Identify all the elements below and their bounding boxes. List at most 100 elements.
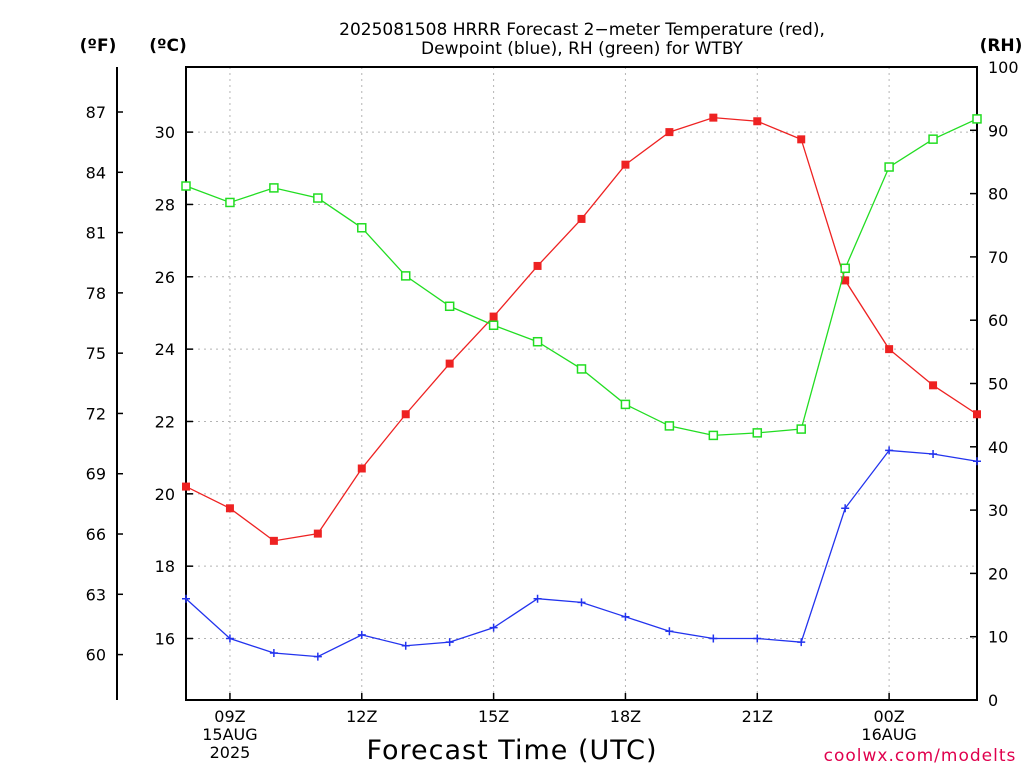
rh-point (576, 364, 587, 374)
temperature-point (709, 113, 718, 122)
dewpoint-point (973, 457, 981, 466)
credit-link[interactable]: coolwx.com/modelts (824, 746, 1017, 766)
celsius-tick-label: 18 (155, 557, 175, 576)
dewpoint-point (929, 450, 938, 459)
rh-point (664, 421, 675, 431)
temperature-line (185, 116, 978, 542)
celsius-tick-label: 22 (155, 412, 175, 431)
rh-point (884, 162, 894, 172)
fahrenheit-tick-label: 84 (86, 163, 106, 182)
x-tick-label: 16AUG (861, 725, 916, 744)
dewpoint-point (489, 623, 498, 632)
temperature-point (797, 135, 806, 144)
fahrenheit-tick-label: 60 (86, 646, 106, 665)
fahrenheit-tick-label: 72 (86, 404, 106, 423)
celsius-tick-label: 28 (155, 195, 175, 214)
dewpoint-point (533, 594, 542, 603)
rh-point (400, 271, 411, 281)
rh-point (928, 134, 938, 144)
rh-point (357, 223, 367, 233)
celsius-tick-label: 24 (155, 340, 175, 359)
rh-tick-label: 60 (988, 311, 1008, 330)
dewpoint-point (841, 504, 850, 513)
rh-tick-label: 20 (988, 564, 1008, 583)
dewpoint-point (885, 446, 894, 455)
x-tick-label: 21Z (742, 707, 773, 726)
celsius-tick-label: 20 (155, 485, 175, 504)
fahrenheit-tick-label: 81 (86, 224, 106, 243)
series-rh (181, 114, 982, 441)
dewpoint-point (621, 612, 630, 621)
temperature-point (753, 117, 762, 126)
dewpoint-point (401, 641, 410, 650)
rh-tick-label: 40 (988, 438, 1008, 457)
temperature-point (489, 312, 498, 321)
chart-title-line-1: 2025081508 HRRR Forecast 2−meter Tempera… (339, 20, 825, 40)
series-dewpoint (182, 446, 981, 661)
dewpoint-point (357, 630, 366, 639)
rh-point (181, 181, 191, 191)
dewpoint-point (182, 594, 190, 603)
series-temperature (182, 113, 981, 545)
rh-tick-label: 10 (988, 628, 1008, 647)
dewpoint-point (709, 634, 718, 643)
celsius-unit-label: (ºC) (149, 36, 187, 56)
rh-point (840, 263, 850, 274)
dewpoint-point (269, 648, 278, 657)
x-tick-label: 09Z (214, 707, 245, 726)
fahrenheit-unit-label: (ºF) (80, 36, 117, 56)
rh-point (708, 430, 719, 441)
celsius-tick-label: 26 (155, 268, 175, 287)
temperature-point (313, 529, 322, 538)
rh-point (796, 424, 806, 434)
temperature-point (973, 410, 981, 419)
dewpoint-point (445, 638, 454, 647)
temperature-point (269, 536, 278, 545)
temperature-point (621, 160, 630, 169)
axes (116, 66, 978, 701)
rh-point (972, 114, 982, 124)
temperature-point (182, 482, 190, 491)
dewpoint-point (797, 638, 806, 647)
temperature-point (225, 504, 234, 513)
rh-tick-label: 30 (988, 501, 1008, 520)
rh-point (444, 301, 455, 312)
fahrenheit-tick-label: 75 (86, 344, 106, 363)
fahrenheit-tick-label: 66 (86, 525, 106, 544)
x-tick-label: 2025 (210, 743, 251, 762)
temperature-point (401, 410, 410, 419)
dewpoint-point (753, 634, 762, 643)
dewpoint-point (225, 634, 234, 643)
temperature-point (929, 381, 938, 390)
dewpoint-point (577, 598, 586, 607)
rh-point (532, 336, 543, 347)
x-tick-label: 15Z (478, 707, 509, 726)
celsius-tick-label: 30 (155, 123, 175, 142)
rh-point (269, 183, 279, 193)
rh-point (313, 193, 323, 203)
rh-unit-label: (RH) (980, 36, 1023, 56)
data-series (181, 113, 982, 661)
fahrenheit-tick-label: 69 (86, 465, 106, 484)
temperature-point (577, 214, 586, 223)
rh-tick-label: 0 (988, 691, 998, 710)
rh-tick-label: 80 (988, 185, 1008, 204)
dewpoint-line (185, 449, 978, 658)
x-tick-label: 00Z (873, 707, 904, 726)
temperature-point (445, 359, 454, 368)
x-tick-label: 18Z (610, 707, 641, 726)
x-tick-label: 12Z (346, 707, 377, 726)
dewpoint-point (665, 627, 674, 636)
rh-tick-label: 100 (988, 58, 1019, 77)
temperature-point (885, 345, 894, 354)
rh-point (752, 428, 763, 438)
x-tick-label: 15AUG (202, 725, 257, 744)
rh-tick-label: 70 (988, 248, 1008, 267)
rh-point (620, 399, 631, 410)
temperature-point (841, 276, 850, 285)
rh-point (488, 320, 499, 331)
celsius-tick-label: 16 (155, 630, 175, 649)
fahrenheit-tick-label: 87 (86, 103, 106, 122)
rh-tick-label: 90 (988, 121, 1008, 140)
